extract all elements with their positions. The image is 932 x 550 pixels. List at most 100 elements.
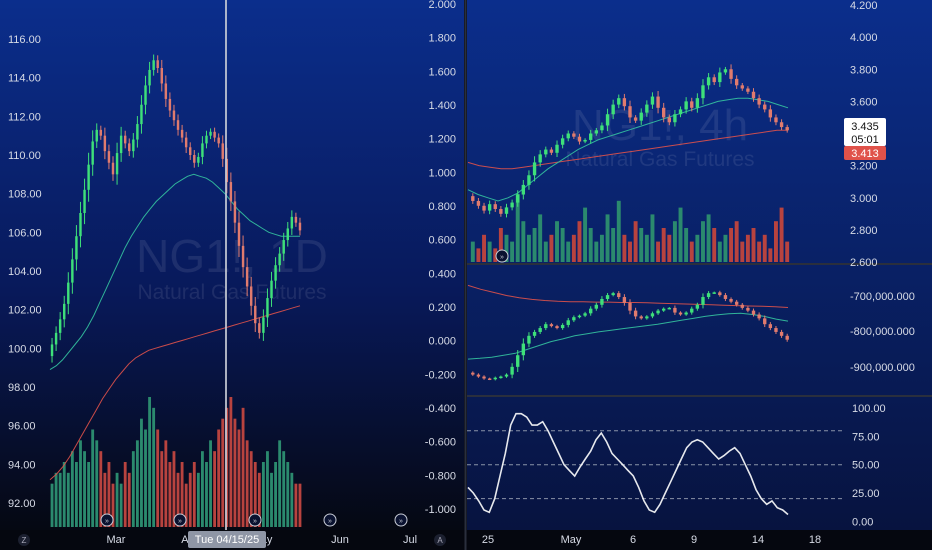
left-candle xyxy=(156,60,159,68)
right-mid-candle xyxy=(487,378,492,380)
event-markers[interactable]: » » » » » » xyxy=(100,249,509,527)
right-top-volume-bar xyxy=(678,207,683,262)
oscillator-tick: 25.00 xyxy=(852,488,880,500)
left-price-tick: 114.00 xyxy=(8,73,41,85)
left-volume-bar xyxy=(274,462,278,527)
right-mid-candle xyxy=(549,324,554,327)
right-top-volume-bar xyxy=(532,228,537,262)
right-top-volume-bar xyxy=(639,228,644,262)
left-price-tick: 116.00 xyxy=(8,34,41,46)
left-volume-bar xyxy=(87,462,91,527)
right-top-volume-bar xyxy=(571,234,576,262)
event-marker-icon xyxy=(323,513,337,527)
left-candle xyxy=(111,162,115,175)
right-top-volume-bar xyxy=(583,207,588,262)
left-volume-bar xyxy=(83,451,86,527)
right-top-volume-bar xyxy=(616,200,621,262)
right-mid-candle xyxy=(521,343,526,356)
right-mid-candle xyxy=(684,312,688,315)
left-candle xyxy=(140,104,143,125)
right-top-volume-bar xyxy=(521,221,526,262)
right-top-price-tick: 3.600 xyxy=(850,96,878,108)
right-top-volume-bar xyxy=(476,248,481,262)
right-mid-candle xyxy=(482,376,486,379)
right-mid-candle xyxy=(650,313,655,317)
left-osc-tick: 1.400 xyxy=(428,100,456,112)
right-mid-candle xyxy=(538,328,542,332)
event-marker-icon xyxy=(495,249,509,263)
right-top-candle xyxy=(740,85,744,89)
right-top-volume-bar xyxy=(644,234,649,262)
right-top-volume-bar xyxy=(723,234,728,262)
left-candle xyxy=(132,139,135,152)
left-volume-bar xyxy=(135,440,139,527)
right-top-candle xyxy=(594,130,598,134)
left-candle xyxy=(71,259,74,283)
event-marker-glyph: » xyxy=(253,518,257,525)
right-top-volume-bar xyxy=(594,241,599,262)
right-mid-candle xyxy=(605,295,610,299)
right-mid-candle xyxy=(763,318,767,325)
left-volume-bar xyxy=(131,451,135,527)
right-top-candle xyxy=(763,104,767,110)
right-top-candle xyxy=(617,98,621,105)
right-top-candle xyxy=(690,101,694,108)
tv-logo-right-text: A xyxy=(437,536,443,545)
right-top-volume-bar xyxy=(785,241,790,262)
left-volume-bar xyxy=(123,462,127,527)
oscillator-tick: 75.00 xyxy=(852,431,880,443)
left-candle xyxy=(87,164,90,190)
oscillator-tick: 0.00 xyxy=(852,516,873,528)
right-mid-candle xyxy=(504,374,509,377)
right-top-candle xyxy=(577,136,582,142)
left-watermark-name: Natural Gas Futures xyxy=(137,281,326,304)
left-volume-bar xyxy=(152,407,156,527)
right-top-candle xyxy=(611,104,615,115)
right-top-candle xyxy=(695,98,700,108)
left-volume-bar xyxy=(91,429,95,527)
right-mid-candle xyxy=(628,302,632,311)
right-mid-candle xyxy=(611,293,615,296)
oscillator-series-line xyxy=(467,412,789,516)
right-top-volume-bar xyxy=(734,221,739,262)
left-candle xyxy=(136,124,139,140)
right-top-ma-fast xyxy=(467,97,789,202)
left-candle xyxy=(152,60,155,70)
right-mid-candle xyxy=(723,295,728,299)
event-marker-icon xyxy=(100,513,114,527)
tv-logo-right[interactable] xyxy=(434,534,446,546)
right-mid-candle xyxy=(785,335,789,340)
left-volume-bar xyxy=(103,472,107,527)
tv-logo-left[interactable] xyxy=(18,534,30,546)
tv-logo-left-text: Z xyxy=(22,536,27,545)
left-candle xyxy=(209,131,212,136)
left-candle xyxy=(99,129,103,136)
left-candle xyxy=(294,216,298,223)
left-volume-bar xyxy=(127,472,131,527)
right-time-label: 25 xyxy=(482,534,494,546)
right-top-volume-bar xyxy=(656,241,661,262)
left-candle xyxy=(79,213,82,237)
right-top-candle xyxy=(510,202,514,208)
right-mid-candle xyxy=(510,366,514,375)
left-volume-bar xyxy=(70,451,74,527)
left-volume-bar xyxy=(205,462,208,527)
last-price-badge xyxy=(844,146,886,160)
right-top-candle xyxy=(723,69,728,73)
last-price-label: 3.413 xyxy=(851,148,879,160)
right-top-price-tick: 2.600 xyxy=(850,257,878,269)
left-osc-tick: 0.800 xyxy=(428,201,456,213)
left-candle xyxy=(95,129,98,142)
right-top-candle xyxy=(701,85,705,99)
right-top-candle xyxy=(622,98,627,107)
left-candle xyxy=(168,98,172,111)
oscillator-tick: 100.00 xyxy=(852,403,886,415)
right-top-volume-bar xyxy=(774,221,778,262)
right-mid-candle xyxy=(544,324,548,329)
right-top-candle xyxy=(729,69,733,79)
right-top-volume-bar xyxy=(650,214,655,262)
right-top-volume-bar xyxy=(588,228,593,262)
right-top-volume-bar xyxy=(577,221,582,262)
right-top-candle xyxy=(633,117,638,121)
